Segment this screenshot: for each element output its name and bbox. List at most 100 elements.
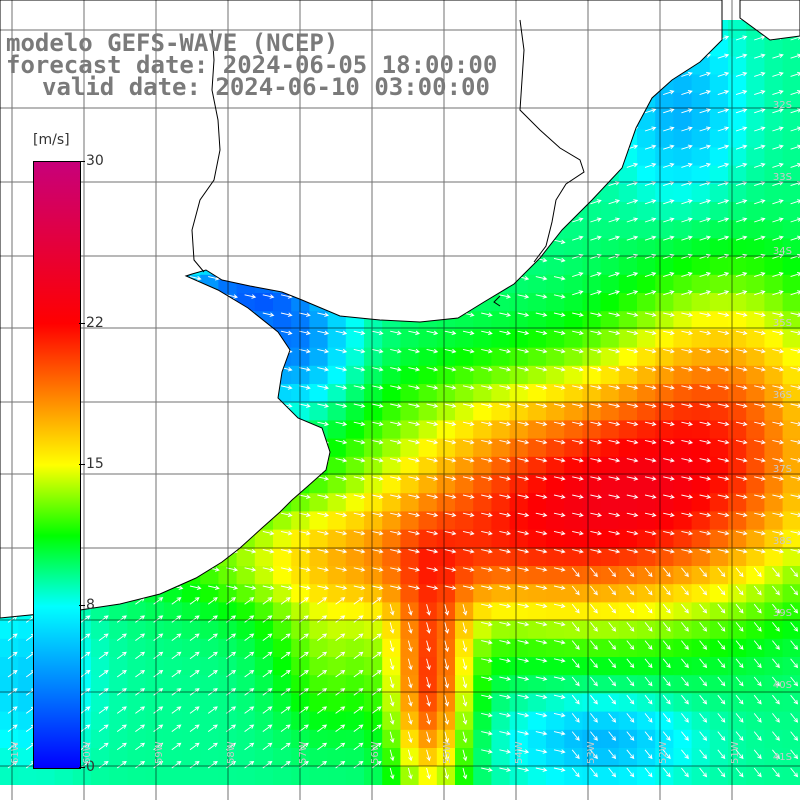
wind-speed-cell bbox=[491, 311, 511, 330]
wind-arrow bbox=[717, 108, 730, 114]
wind-arrow bbox=[644, 330, 657, 336]
wind-speed-cell bbox=[673, 566, 693, 585]
wind-arrow bbox=[663, 235, 675, 241]
wind-arrow bbox=[772, 144, 784, 150]
wind-speed-cell bbox=[491, 493, 511, 512]
wind-arrow bbox=[699, 567, 708, 578]
wind-arrow bbox=[663, 162, 675, 168]
wind-speed-cell bbox=[491, 293, 511, 312]
wind-speed-cell bbox=[418, 529, 438, 549]
wind-arrow bbox=[681, 512, 694, 518]
wind-speed-cell bbox=[637, 365, 656, 385]
wind-speed-cell bbox=[564, 238, 583, 258]
wind-arrow bbox=[135, 760, 146, 769]
wind-arrow bbox=[717, 348, 730, 354]
wind-speed-cell bbox=[455, 711, 474, 731]
wind-arrow bbox=[462, 640, 468, 653]
wind-arrow bbox=[444, 604, 450, 616]
wind-speed-cell bbox=[473, 766, 492, 785]
wind-speed-cell bbox=[473, 638, 492, 658]
wind-arrow bbox=[699, 767, 708, 778]
wind-arrow bbox=[517, 312, 530, 317]
wind-speed-cell bbox=[691, 620, 711, 640]
wind-speed-cell bbox=[673, 638, 693, 658]
wind-speed-cell bbox=[673, 202, 693, 221]
wind-speed-cell bbox=[691, 547, 711, 567]
wind-arrow bbox=[462, 713, 468, 725]
wind-speed-cell bbox=[691, 183, 711, 203]
wind-arrow bbox=[772, 217, 784, 223]
wind-arrow bbox=[717, 235, 730, 241]
wind-arrow bbox=[481, 549, 493, 554]
wind-arrow bbox=[790, 90, 800, 96]
wind-arrow bbox=[353, 567, 366, 572]
wind-arrow bbox=[244, 585, 257, 590]
wind-arrow bbox=[353, 367, 366, 372]
wind-arrow bbox=[681, 421, 694, 427]
wind-speed-cell bbox=[546, 475, 565, 494]
wind-arrow bbox=[644, 567, 653, 578]
wind-speed-cell bbox=[709, 711, 729, 731]
wind-arrow bbox=[772, 567, 780, 578]
wind-arrow bbox=[553, 640, 566, 645]
wind-speed-cell bbox=[709, 438, 729, 458]
wind-speed-cell bbox=[564, 693, 583, 713]
wind-speed-cell bbox=[600, 456, 620, 476]
wind-speed-cell bbox=[691, 711, 711, 731]
wind-arrow bbox=[244, 724, 255, 732]
wind-speed-cell bbox=[327, 547, 347, 567]
wind-speed-cell bbox=[728, 183, 747, 203]
wind-arrow bbox=[335, 458, 348, 463]
wind-arrow bbox=[790, 162, 800, 168]
wind-arrow bbox=[80, 633, 91, 641]
wind-speed-cell bbox=[709, 202, 729, 221]
wind-arrow bbox=[408, 567, 421, 572]
wind-speed-cell bbox=[473, 493, 492, 512]
wind-arrow bbox=[353, 494, 366, 499]
wind-arrow bbox=[244, 615, 255, 623]
wind-arrow bbox=[735, 767, 744, 778]
wind-arrow bbox=[517, 731, 530, 736]
wind-speed-cell bbox=[309, 365, 329, 385]
wind-speed-cell bbox=[582, 620, 602, 640]
wind-speed-cell bbox=[509, 438, 529, 458]
wind-arrow bbox=[371, 530, 384, 536]
wind-arrow bbox=[426, 640, 431, 653]
lat-label: 37S bbox=[772, 464, 792, 475]
wind-arrow bbox=[717, 421, 730, 427]
wind-arrow bbox=[371, 615, 382, 623]
wind-speed-cell bbox=[600, 329, 620, 349]
wind-arrow bbox=[499, 603, 512, 609]
wind-arrow bbox=[371, 724, 382, 732]
wind-arrow bbox=[754, 476, 766, 481]
wind-speed-cell bbox=[509, 711, 529, 731]
wind-speed-cell bbox=[709, 329, 729, 349]
wind-speed-cell bbox=[436, 729, 456, 749]
wind-speed-cell bbox=[527, 638, 547, 658]
wind-arrow bbox=[317, 421, 330, 427]
wind-speed-cell bbox=[564, 529, 583, 549]
wind-arrow bbox=[553, 385, 566, 390]
wind-speed-cell bbox=[709, 274, 729, 294]
wind-arrow bbox=[753, 658, 762, 669]
wind-speed-cell bbox=[709, 566, 729, 585]
wind-speed-cell bbox=[764, 256, 784, 276]
wind-speed-cell bbox=[527, 693, 547, 713]
wind-arrow bbox=[790, 235, 800, 241]
wind-speed-cell bbox=[655, 438, 674, 458]
wind-speed-cell bbox=[564, 293, 583, 312]
wind-speed-cell bbox=[309, 402, 329, 421]
wind-speed-cell bbox=[764, 202, 784, 221]
wind-arrow bbox=[481, 749, 493, 754]
wind-speed-cell bbox=[491, 657, 511, 676]
wind-speed-cell bbox=[491, 475, 511, 494]
wind-speed-cell bbox=[618, 384, 638, 403]
wind-speed-cell bbox=[691, 438, 711, 458]
wind-speed-cell bbox=[527, 329, 547, 349]
wind-speed-cell bbox=[546, 675, 565, 694]
wind-arrow bbox=[481, 403, 493, 408]
wind-speed-cell bbox=[273, 293, 292, 312]
wind-arrow bbox=[499, 385, 512, 390]
wind-speed-cell bbox=[746, 147, 765, 167]
wind-speed-cell bbox=[746, 693, 765, 713]
